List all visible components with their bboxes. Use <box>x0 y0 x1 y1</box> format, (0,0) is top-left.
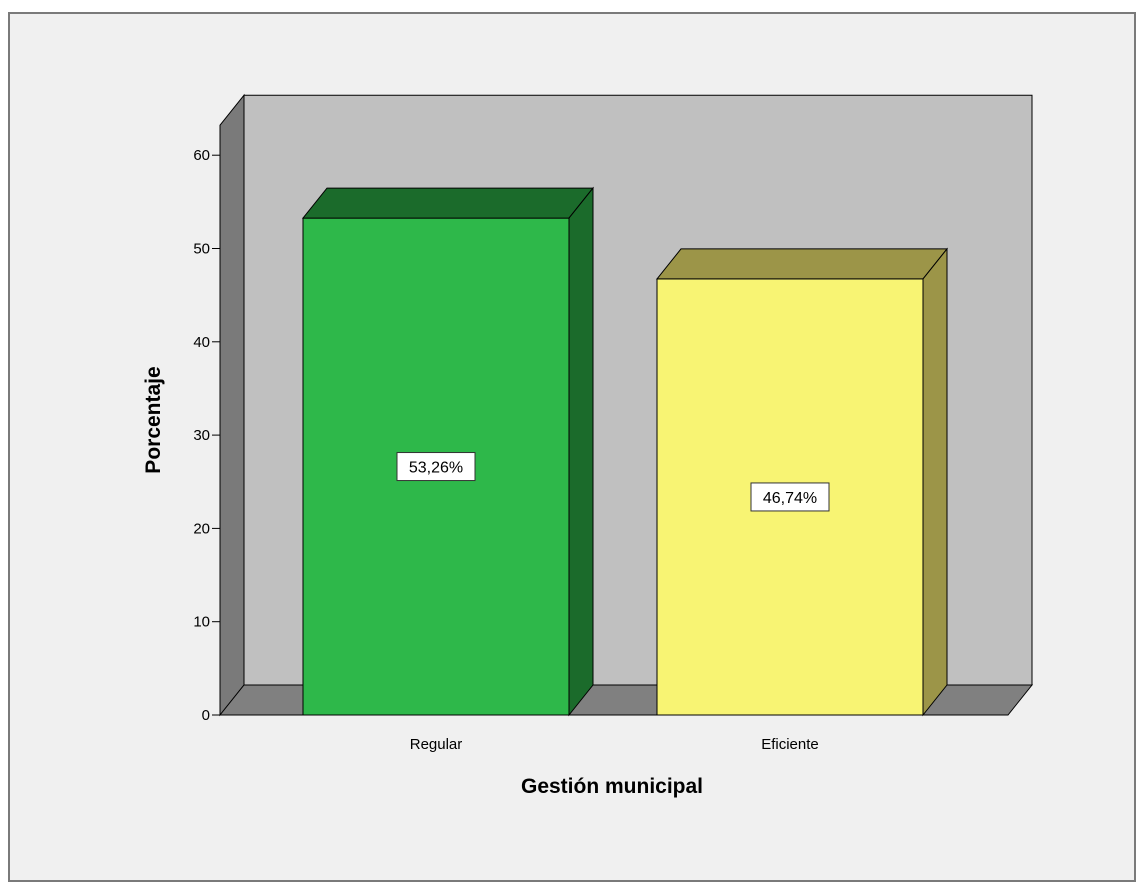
y-axis-title: Porcentaje <box>142 366 165 473</box>
data-label: 53,26% <box>409 460 463 477</box>
data-label-box <box>396 452 476 482</box>
y-tick-label: 30 <box>193 427 210 444</box>
bar-eficiente <box>655 247 949 717</box>
bar-side <box>922 247 948 717</box>
y-tick-label: 50 <box>193 241 210 258</box>
y-axis: 0 10 20 30 40 50 60 <box>193 125 221 724</box>
bar-regular <box>301 186 595 717</box>
y-tick-label: 10 <box>193 614 210 631</box>
data-label: 46,74% <box>763 490 817 507</box>
data-label-box <box>750 482 830 512</box>
bar-side <box>568 186 594 717</box>
x-axis-title: Gestión municipal <box>521 775 703 798</box>
y-tick-label: 60 <box>193 147 210 164</box>
y-tick-label: 0 <box>202 707 210 724</box>
bar-top <box>301 187 595 219</box>
bar-top <box>655 248 949 280</box>
y-tick-label: 40 <box>193 334 210 351</box>
side-wall <box>219 93 245 717</box>
x-tick-label: Eficiente <box>761 736 819 753</box>
y-tick-label: 20 <box>193 520 210 537</box>
x-axis: Regular Eficiente <box>410 736 819 753</box>
bars: 53,26% 46,74% <box>301 186 949 717</box>
x-tick-label: Regular <box>410 736 463 753</box>
